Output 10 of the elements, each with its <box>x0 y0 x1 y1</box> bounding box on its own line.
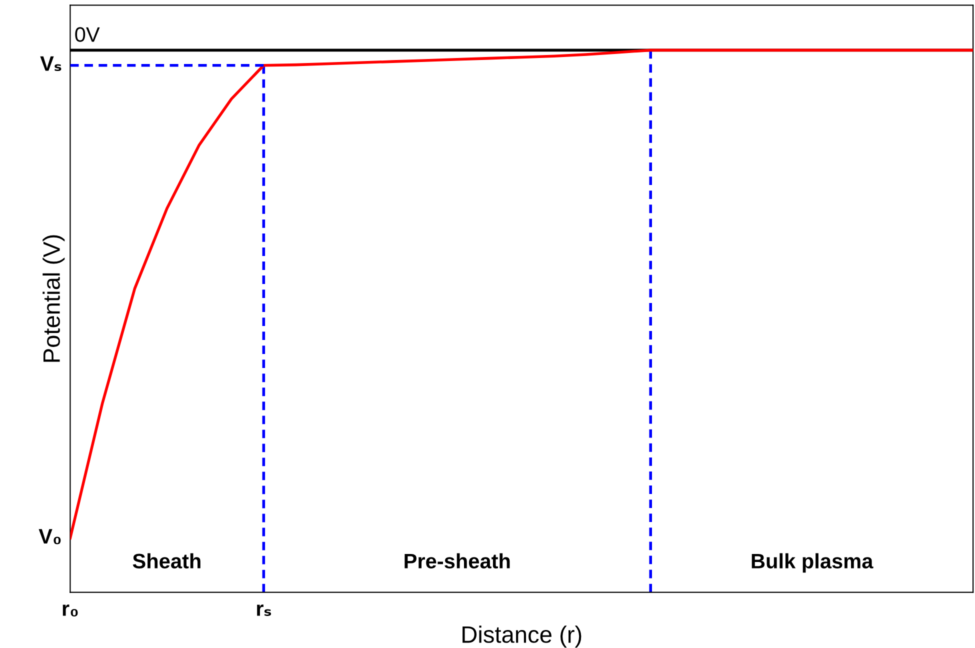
annotation: Pre-sheath <box>404 553 510 569</box>
annotation: Vₛ <box>40 56 62 71</box>
x-tick-label: rₛ <box>257 604 272 616</box>
x-tick-label: r₀ <box>62 604 78 616</box>
x-axis-title: Distance (r) <box>462 626 582 648</box>
y-axis-title: Potential (V) <box>42 235 65 362</box>
annotation: Sheath <box>132 553 200 569</box>
ref-line-label: 0V <box>75 27 100 42</box>
annotation: V₀ <box>38 529 61 544</box>
annotation: Bulk plasma <box>752 553 874 573</box>
